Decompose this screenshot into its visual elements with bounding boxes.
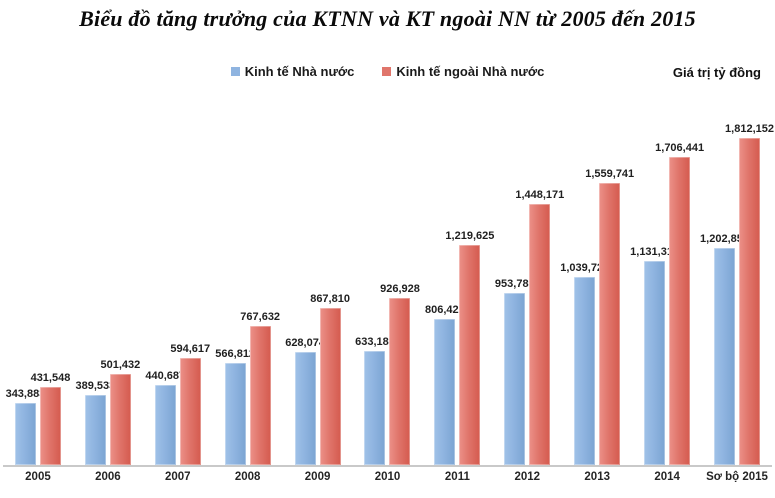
- bar-group: 1,131,319 1,706,441: [630, 100, 704, 465]
- bar-nonstate-economy: 1,812,152: [725, 123, 774, 465]
- bar-group: 389,533 501,432: [73, 100, 143, 465]
- bar-value-label: 594,617: [170, 343, 211, 355]
- chart-title: Biểu đồ tăng trưởng của KTNN và KT ngoài…: [79, 6, 696, 31]
- bar-state-economy: 1,039,725: [560, 262, 609, 465]
- bar-value-label: 628,074: [285, 337, 325, 349]
- bar-state-economy: 389,533: [75, 380, 115, 465]
- bar-value-label: 343,883: [5, 388, 46, 400]
- bar-nonstate-economy: 767,632: [240, 311, 280, 465]
- bar-nonstate-economy: 594,617: [170, 343, 210, 465]
- bar-value-label: 389,533: [75, 380, 116, 392]
- x-axis-tick-label: Sơ bộ 2015: [706, 471, 768, 483]
- bar-nonstate-economy: 1,706,441: [655, 142, 704, 465]
- bar-value-label: 566,812: [215, 348, 256, 360]
- bar-value-label: 1,039,725: [560, 262, 610, 274]
- legend-swatch-red-icon: [382, 67, 392, 76]
- bar-value-label: 806,425: [425, 304, 465, 316]
- legend-label-state-economy: Kinh tế Nhà nước: [244, 64, 355, 79]
- bar-state-economy: 806,425: [425, 304, 465, 465]
- x-axis-tick-label: 2006: [95, 471, 121, 483]
- bar-state-economy: 343,883: [6, 388, 45, 465]
- plot-area: 343,883 431,548 389,533 501,432 440,687 594,6…: [3, 100, 774, 467]
- bar-state-economy: 566,812: [215, 348, 255, 465]
- bar-value-label: 431,548: [30, 372, 71, 384]
- bar-nonstate-economy: 1,448,171: [515, 189, 564, 465]
- bar-value-label: 926,928: [380, 283, 420, 295]
- value-unit-label: Giá trị tỷ đồng: [672, 65, 761, 80]
- x-axis-tick-label: 2011: [444, 471, 470, 483]
- x-axis: 2005 2006 2007 2008 2009 2010 2011 2012 2013 2014…: [3, 471, 772, 483]
- bar-value-label: 867,810: [310, 293, 350, 305]
- x-axis-tick-label: 2010: [374, 471, 401, 483]
- bar-nonstate-economy: 1,219,625: [445, 230, 494, 465]
- bar-group: 633,187 926,928: [353, 100, 423, 465]
- legend-item-nonstate-economy: Kinh tế ngoài Nhà nước: [382, 64, 544, 79]
- bar-value-label: 1,202,850: [700, 233, 749, 245]
- x-axis-tick-label: 2012: [514, 471, 541, 483]
- bar-group: 1,039,725 1,559,741: [560, 100, 634, 465]
- bar-value-label: 501,432: [100, 359, 141, 371]
- chart-header-row: Kinh tế Nhà nước Kinh tế ngoài Nhà nước …: [0, 64, 775, 84]
- bar-state-economy: 1,131,319: [630, 246, 679, 465]
- bar-group: 440,687 594,617: [143, 100, 213, 465]
- bar-value-label: 1,131,319: [630, 246, 680, 258]
- x-axis-tick-label: 2005: [25, 471, 51, 483]
- bar-state-economy: 440,687: [145, 370, 185, 465]
- bar-state-economy: 953,789: [495, 278, 535, 465]
- x-axis-tick-label: 2008: [234, 471, 261, 483]
- legend-label-nonstate-economy: Kinh tế ngoài Nhà nước: [396, 64, 545, 79]
- x-axis-tick-label: 2013: [584, 471, 610, 483]
- x-axis-tick-label: 2014: [654, 471, 680, 483]
- bar-group: 566,812 767,632: [213, 100, 283, 465]
- bar-group: 343,883 431,548: [3, 100, 73, 465]
- bar-value-label: 1,448,171: [515, 189, 565, 201]
- bar-group: 806,425 1,219,625: [422, 100, 494, 465]
- bar-value-label: 1,812,152: [725, 123, 774, 135]
- x-axis-tick-label: 2009: [304, 471, 331, 483]
- bar-value-label: 953,789: [494, 278, 535, 290]
- bar-value-label: 440,687: [145, 370, 186, 382]
- bar-state-economy: 633,187: [355, 336, 395, 465]
- bar-group: 953,789 1,448,171: [492, 100, 564, 465]
- legend-swatch-blue-icon: [230, 67, 240, 76]
- bar-value-label: 767,632: [240, 311, 281, 323]
- bar-value-label: 633,187: [355, 336, 395, 348]
- bar-value-label: 1,706,441: [655, 142, 705, 154]
- bar-group: 1,202,850 1,812,152: [700, 100, 774, 465]
- bar-value-label: 1,219,625: [445, 230, 495, 242]
- bar-state-economy: 1,202,850: [700, 233, 749, 465]
- legend: Kinh tế Nhà nước Kinh tế ngoài Nhà nước: [0, 64, 775, 79]
- bar-value-label: 1,559,741: [585, 168, 635, 180]
- x-axis-tick-label: 2007: [164, 471, 191, 483]
- bar-nonstate-economy: 867,810: [310, 293, 350, 465]
- bar-nonstate-economy: 501,432: [100, 359, 140, 465]
- bar-state-economy: 628,074: [285, 337, 325, 465]
- bar-group: 628,074 867,810: [283, 100, 353, 465]
- bar-nonstate-economy: 926,928: [380, 283, 420, 465]
- bar-nonstate-economy: 431,548: [31, 372, 70, 465]
- bar-nonstate-economy: 1,559,741: [585, 168, 634, 465]
- legend-item-state-economy: Kinh tế Nhà nước: [230, 64, 355, 79]
